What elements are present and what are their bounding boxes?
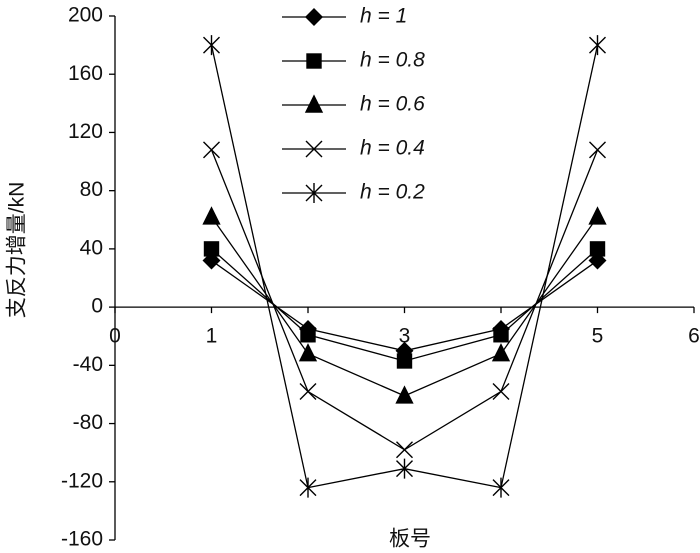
marker <box>589 35 606 56</box>
x-tick-label: 5 <box>592 325 604 348</box>
y-tick-label: -40 <box>73 353 103 376</box>
y-tick-label: 120 <box>68 120 103 143</box>
marker <box>203 141 220 159</box>
y-tick-label: 0 <box>91 295 103 318</box>
marker <box>202 251 221 270</box>
marker <box>202 206 221 225</box>
x-tick-label: 0 <box>109 325 121 348</box>
legend-marker <box>306 53 322 69</box>
x-axis-label: 板号 <box>389 528 431 551</box>
y-tick-label: 200 <box>68 4 103 27</box>
marker <box>299 383 317 401</box>
marker <box>396 441 413 459</box>
y-tick-label: -120 <box>61 469 103 492</box>
marker <box>493 327 509 343</box>
marker <box>396 458 413 479</box>
legend-label: h = 0.2 <box>360 181 425 204</box>
marker <box>492 383 510 401</box>
legend-label: h = 0.4 <box>360 137 425 160</box>
marker <box>298 343 318 362</box>
marker <box>299 477 317 498</box>
x-tick-label: 1 <box>206 325 218 348</box>
y-axis-label: 支反力增量/kN <box>6 182 29 319</box>
x-tick-label: 6 <box>688 325 700 348</box>
marker <box>203 241 220 257</box>
marker <box>300 327 316 343</box>
legend-marker <box>305 8 323 26</box>
legend-label: h = 1 <box>360 5 407 28</box>
legend-label: h = 0.6 <box>360 93 425 116</box>
legend-marker <box>304 94 324 113</box>
series-line <box>210 216 599 397</box>
legend-label: h = 0.8 <box>360 49 425 72</box>
y-tick-label: 160 <box>68 62 103 85</box>
marker <box>589 241 606 257</box>
marker <box>492 477 510 498</box>
y-tick-label: -160 <box>61 528 103 551</box>
legend-marker <box>305 140 323 158</box>
marker <box>396 353 413 369</box>
marker <box>589 141 606 159</box>
y-tick-label: -80 <box>73 411 103 434</box>
x-tick-label: 3 <box>399 325 411 348</box>
marker <box>395 385 414 404</box>
marker <box>491 343 511 362</box>
marker <box>588 251 607 270</box>
marker <box>203 35 220 56</box>
legend-marker <box>305 183 323 203</box>
y-tick-label: 80 <box>80 178 103 201</box>
marker <box>588 206 607 225</box>
y-tick-label: 40 <box>80 236 103 259</box>
